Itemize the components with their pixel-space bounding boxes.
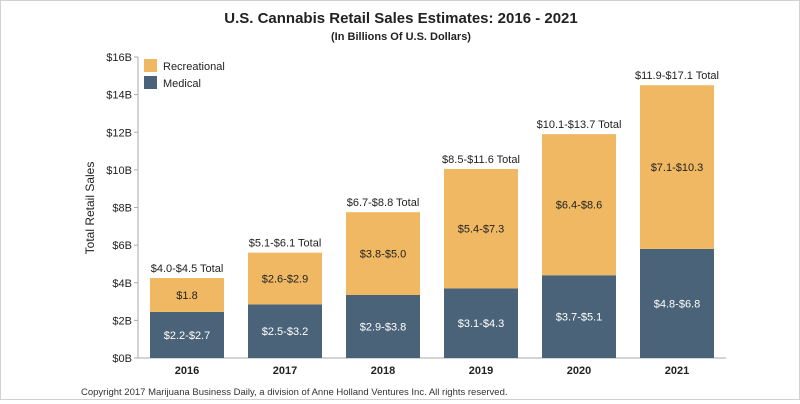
data-label-recreational: $5.4-$7.3 [458, 224, 504, 236]
bar-medical-2016 [150, 311, 224, 358]
data-label-medical: $3.7-$5.1 [556, 312, 602, 324]
total-label: $10.1-$13.7 Total [537, 119, 622, 131]
x-tick-label: 2018 [371, 365, 395, 377]
bar-recreational-2021 [640, 85, 714, 249]
x-tick-label: 2021 [665, 365, 689, 377]
data-label-medical: $2.2-$2.7 [164, 330, 210, 342]
bar-recreational-2018 [346, 212, 420, 295]
chart-subtitle: (In Billions Of U.S. Dollars) [331, 31, 471, 43]
data-label-recreational: $7.1-$10.3 [651, 162, 704, 174]
y-tick-label: $2B [112, 315, 132, 327]
y-tick-label: $10B [106, 165, 132, 177]
total-label: $5.1-$6.1 Total [249, 238, 322, 250]
bar-recreational-2016 [150, 278, 224, 312]
total-label: $4.0-$4.5 Total [151, 263, 224, 275]
y-tick-label: $8B [112, 203, 132, 215]
data-label-recreational: $6.4-$8.6 [556, 200, 602, 212]
x-tick-label: 2016 [175, 365, 199, 377]
data-label-medical: $2.9-$3.8 [360, 321, 406, 333]
total-label: $11.9-$17.1 Total [635, 70, 719, 82]
x-tick-label: 2017 [273, 365, 297, 377]
bar-recreational-2020 [542, 134, 616, 276]
data-label-recreational: $2.6-$2.9 [262, 274, 308, 286]
bar-medical-2018 [346, 294, 420, 358]
bar-recreational-2019 [444, 168, 518, 289]
y-axis-label: Total Retail Sales [83, 162, 97, 255]
total-label: $6.7-$8.8 Total [347, 197, 420, 209]
bar-medical-2020 [542, 275, 616, 358]
y-tick-label: $0B [112, 353, 132, 365]
y-tick-label: $16B [106, 52, 132, 64]
bar-medical-2017 [248, 304, 322, 358]
bars: $2.2-$2.7 $1.8 $4.0-$4.5 Total $2.5-$3.2 $2.… [150, 70, 719, 358]
legend: Recreational Medical [144, 59, 225, 90]
y-tick-label: $4B [112, 278, 132, 290]
x-tick-label: 2020 [567, 365, 591, 377]
data-label-medical: $2.5-$3.2 [262, 326, 308, 338]
data-label-medical: $3.1-$4.3 [458, 318, 504, 330]
data-label-recreational: $1.8 [176, 290, 197, 302]
data-label-recreational: $3.8-$5.0 [360, 249, 406, 261]
legend-label-recreational: Recreational [163, 61, 225, 73]
copyright-footer: Copyright 2017 Marijuana Business Daily,… [81, 387, 508, 398]
x-tick-label: 2019 [469, 365, 493, 377]
legend-swatch-recreational [144, 59, 157, 72]
y-tick-label: $6B [112, 240, 132, 252]
total-label: $8.5-$11.6 Total [442, 154, 520, 166]
y-tick-label: $14B [106, 90, 132, 102]
legend-swatch-medical [144, 76, 157, 89]
legend-label-medical: Medical [163, 78, 201, 90]
bar-medical-2021 [640, 248, 714, 358]
bar-medical-2019 [444, 288, 518, 358]
y-tick-label: $12B [106, 127, 132, 139]
axes: $0B $2B $4B $6B $8B $10B $12B $14B $16B 2016 2017 2… [106, 52, 726, 377]
data-label-medical: $4.8-$6.8 [654, 298, 700, 310]
chart-title: U.S. Cannabis Retail Sales Estimates: 20… [224, 10, 578, 27]
bar-recreational-2017 [248, 252, 322, 305]
